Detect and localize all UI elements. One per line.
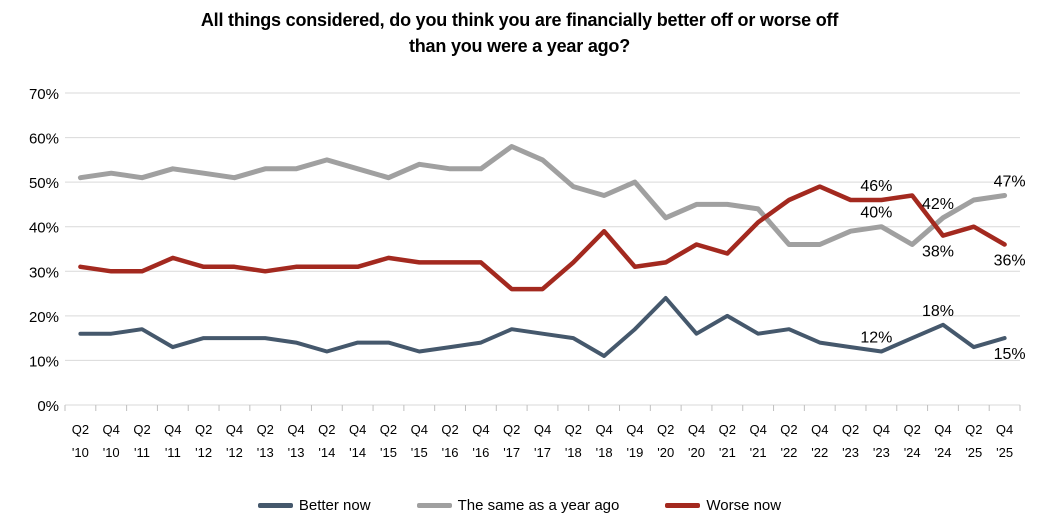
data-point-label: 12% — [860, 330, 892, 347]
y-axis-tick-label: 30% — [29, 264, 59, 281]
legend-item-better-now: Better now — [257, 497, 371, 514]
x-axis-tick-label: Q2'10 — [72, 422, 89, 460]
data-point-label: 42% — [922, 196, 954, 213]
x-axis-tick-label: Q4'21 — [749, 422, 766, 460]
x-axis-tick-label: Q4'14 — [349, 422, 366, 460]
x-axis-tick-label: Q4'12 — [226, 422, 243, 460]
x-axis-tick-label: Q2'18 — [565, 422, 582, 460]
x-axis-tick-label: Q2'17 — [503, 422, 520, 460]
x-axis-tick-label: Q4'19 — [626, 422, 643, 460]
x-axis-tick-label: Q4'10 — [103, 422, 120, 460]
x-axis-tick-label: Q2'14 — [318, 422, 335, 460]
x-axis-tick-label: Q4'15 — [411, 422, 428, 460]
x-axis-tick-label: Q4'24 — [934, 422, 951, 460]
legend-label-better-now: Better now — [298, 497, 371, 514]
legend-line-swatch-better-now — [257, 503, 293, 508]
data-point-label: 15% — [994, 346, 1026, 363]
series-line-worse-now — [78, 184, 1007, 292]
x-axis-tick-label: Q2'21 — [719, 422, 736, 460]
legend-line-swatch-same-as-year-ago — [416, 503, 452, 508]
x-axis-tick-label: Q4'16 — [472, 422, 489, 460]
series-line-better-now — [78, 296, 1007, 358]
x-axis-tick-label: Q2'15 — [380, 422, 397, 460]
data-point-label: 47% — [994, 174, 1026, 191]
x-axis-tick-label: Q4'20 — [688, 422, 705, 460]
x-axis-tick-label: Q2'24 — [904, 422, 921, 460]
x-axis-tick-label: Q4'25 — [996, 422, 1013, 460]
legend-label-same-as-year-ago: The same as a year ago — [457, 497, 620, 514]
data-point-label: 18% — [922, 303, 954, 320]
data-point-label: 38% — [922, 244, 954, 261]
y-axis-tick-label: 40% — [29, 220, 59, 237]
x-axis-tick-label: Q2'25 — [965, 422, 982, 460]
x-axis-tick-label: Q2'16 — [441, 422, 458, 460]
y-axis-tick-label: 60% — [29, 131, 59, 148]
y-axis-tick-label: 20% — [29, 309, 59, 326]
data-point-label: 46% — [860, 178, 892, 195]
chart-title-line2: than you were a year ago? — [408, 36, 631, 56]
legend-line-swatch-worse-now — [665, 503, 701, 508]
legend-label-worse-now: Worse now — [706, 497, 782, 514]
legend-item-worse-now: Worse now — [665, 497, 781, 514]
x-axis-tick-label: Q2'20 — [657, 422, 674, 460]
y-axis-tick-label: 10% — [29, 353, 59, 370]
x-axis-tick-label: Q4'11 — [164, 422, 181, 460]
chart-title-line1: All things considered, do you think you … — [200, 10, 839, 30]
chart-title: All things considered, do you think you … — [0, 7, 1039, 59]
x-axis-tick-label: Q4'18 — [595, 422, 612, 460]
series-line-the-same-as-a-year-ago — [77, 144, 1008, 247]
y-axis-tick-label: 0% — [37, 398, 59, 415]
x-axis-tick-label: Q4'23 — [873, 422, 890, 460]
x-axis-tick-label: Q2'22 — [780, 422, 797, 460]
x-axis-tick-label: Q2'13 — [257, 422, 274, 460]
y-axis-tick-label: 50% — [29, 175, 59, 192]
legend-item-same-as-year-ago: The same as a year ago — [416, 497, 620, 514]
x-axis-tick-label: Q4'22 — [811, 422, 828, 460]
x-axis-tick-label: Q2'12 — [195, 422, 212, 460]
x-axis-tick-label: Q2'23 — [842, 422, 859, 460]
x-axis-tick-label: Q2'11 — [133, 422, 150, 460]
x-axis-tick-label: Q4'17 — [534, 422, 551, 460]
chart-legend: Better now The same as a year ago Worse … — [0, 497, 1039, 514]
data-point-label: 36% — [994, 253, 1026, 270]
y-axis-tick-label: 70% — [29, 86, 59, 103]
data-point-label: 40% — [860, 205, 892, 222]
x-axis-tick-label: Q4'13 — [287, 422, 304, 460]
